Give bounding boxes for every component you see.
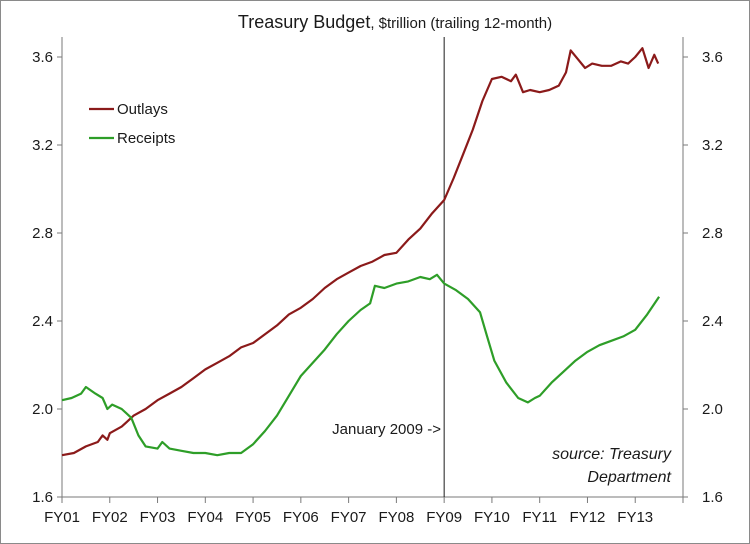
y-right-tick-label: 1.6: [702, 489, 723, 506]
chart-title-main: Treasury Budget: [238, 12, 370, 32]
x-tick-label: FY05: [235, 509, 271, 526]
axes: [61, 37, 684, 498]
y-left-tick-label: 2.4: [32, 313, 53, 330]
x-tick-label: FY07: [331, 509, 367, 526]
x-tick-label: FY09: [426, 509, 462, 526]
legend: Outlays Receipts: [89, 101, 175, 147]
x-tick-label: FY13: [617, 509, 653, 526]
x-tick-label: FY02: [92, 509, 128, 526]
y-left-tick-label: 3.6: [32, 49, 53, 66]
y-left-tick-label: 1.6: [32, 489, 53, 506]
x-tick-label: FY10: [474, 509, 510, 526]
chart-title: Treasury Budget, $trillion (trailing 12-…: [238, 12, 552, 32]
y-axis-right-ticks: 1.6 2.0 2.4 2.8 3.2 3.6: [683, 49, 723, 506]
y-left-tick-label: 2.0: [32, 401, 53, 418]
series-line-receipts: [61, 273, 661, 457]
annotation-january-2009: January 2009 ->: [332, 421, 441, 438]
x-tick-label: FY08: [378, 509, 414, 526]
y-right-tick-label: 2.8: [702, 225, 723, 242]
x-tick-label: FY11: [522, 509, 557, 526]
y-right-tick-label: 3.6: [702, 49, 723, 66]
source-line-1: source: Treasury: [552, 446, 672, 463]
y-left-tick-label: 3.2: [32, 137, 53, 154]
x-tick-label: FY01: [44, 509, 80, 526]
x-axis-ticks: FY01 FY02 FY03 FY04 FY05 FY06 FY07 FY08 FY09 FY10…: [44, 497, 684, 526]
series-group: [61, 47, 661, 457]
x-tick-label: FY04: [187, 509, 223, 526]
y-left-tick-label: 2.8: [32, 225, 53, 242]
source-line-2: Department: [587, 469, 671, 486]
chart-title-suffix: , $trillion (trailing 12-month): [370, 15, 552, 32]
x-tick-label: FY12: [570, 509, 606, 526]
legend-label-outlays: Outlays: [117, 101, 168, 118]
series-line-outlays: [61, 47, 660, 457]
y-right-tick-label: 3.2: [702, 137, 723, 154]
legend-label-receipts: Receipts: [117, 130, 175, 147]
y-axis-left-ticks: 1.6 2.0 2.4 2.8 3.2 3.6: [32, 49, 62, 506]
x-tick-label: FY06: [283, 509, 319, 526]
x-tick-label: FY03: [140, 509, 176, 526]
y-right-tick-label: 2.0: [702, 401, 723, 418]
y-right-tick-label: 2.4: [702, 313, 723, 330]
